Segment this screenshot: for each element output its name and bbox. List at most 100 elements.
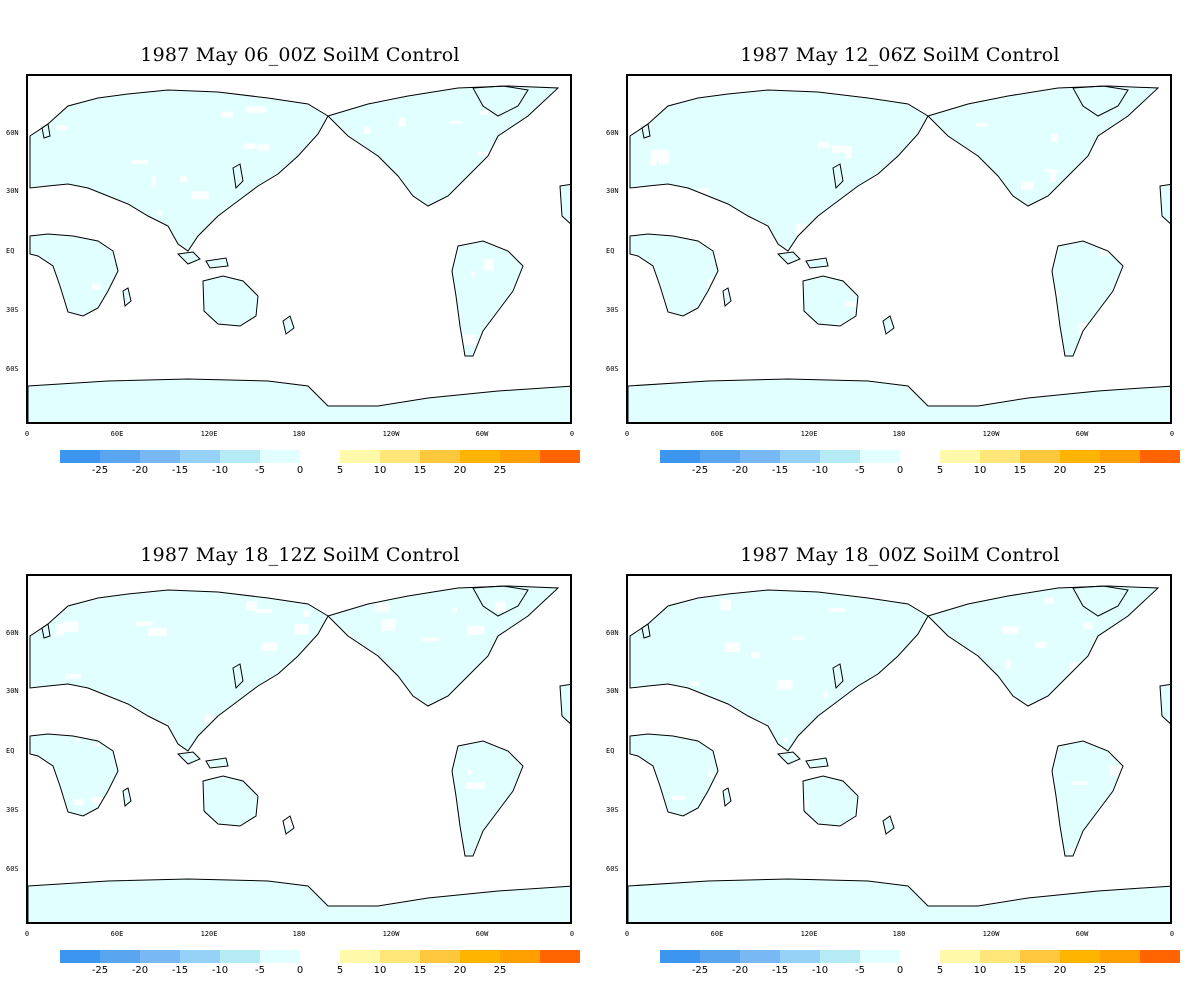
colorbar-swatch [140,950,180,963]
colorbar-label: 25 [1093,465,1107,476]
colorbar-swatch [540,450,580,463]
colorbar-label: 20 [453,965,467,976]
longitude-label: 120E [200,430,218,438]
longitude-label: 120E [800,430,818,438]
colorbar-swatch [460,950,500,963]
colorbar-label: 15 [413,465,427,476]
colorbar-swatch [860,950,900,963]
colorbar-swatch [100,450,140,463]
longitude-label: 120W [982,430,1000,438]
coastline-layer [28,85,570,422]
colorbar-swatch [260,950,300,963]
colorbar-label: -10 [811,965,829,976]
world-map-svg [28,85,570,422]
colorbar-label: 0 [296,465,304,476]
longitude-label: 0 [24,930,30,938]
longitude-label: 0 [624,430,630,438]
colorbar-swatch [140,450,180,463]
colorbar-swatch [380,450,420,463]
colorbar-swatch [1060,450,1100,463]
colorbar-label: 5 [336,465,344,476]
colorbar-label: -20 [731,965,749,976]
world-map-svg [628,85,1170,422]
latitude-label: 30N [6,687,19,695]
colorbar-swatch [1060,950,1100,963]
colorbar-swatch [860,450,900,463]
colorbar-swatch [60,450,100,463]
latitude-label: 30S [6,806,19,814]
colorbar-label: -5 [255,965,265,976]
longitude-label: 0 [569,930,575,938]
colorbar-label: 10 [973,465,987,476]
longitude-label: 0 [624,930,630,938]
colorbar-positive [340,950,580,963]
colorbar-swatch [780,450,820,463]
latitude-label: 60S [6,865,19,873]
colorbar-negative [660,450,900,463]
latitude-label: EQ [606,247,615,255]
colorbar-swatch [940,950,980,963]
latitude-label: EQ [6,747,15,755]
colorbar-swatch [420,950,460,963]
world-map-svg [28,585,570,922]
colorbar-swatch [380,950,420,963]
colorbar-negative [60,450,300,463]
colorbar-swatch [220,450,260,463]
panel-title: 1987 May 18_12Z SoilM Control [140,544,460,566]
colorbar-label: -10 [211,965,229,976]
colorbar-label: 0 [296,965,304,976]
colorbar-positive [940,950,1180,963]
land-fill-layer [628,86,1170,422]
latitude-label: 60N [606,629,619,637]
map-frame [626,74,1172,424]
colorbar-label: 25 [493,965,507,976]
colorbar-swatch [820,950,860,963]
colorbar-swatch [1020,950,1060,963]
longitude-label: 60E [710,930,724,938]
longitude-label: 0 [1169,930,1175,938]
colorbar-label: 10 [973,965,987,976]
colorbar-negative [660,950,900,963]
colorbar-label: 25 [493,465,507,476]
colorbar-swatch [820,450,860,463]
colorbar-label: -10 [211,465,229,476]
colorbar-label: 10 [373,965,387,976]
latitude-label: 30N [6,187,19,195]
colorbar-label: -20 [131,465,149,476]
colorbar-label: -25 [91,965,109,976]
land-fill-layer [28,86,570,422]
colorbar-label: 15 [1013,965,1027,976]
colorbar-label: -5 [855,965,865,976]
longitude-label: 180 [892,430,906,438]
colorbar-label: 15 [1013,465,1027,476]
latitude-label: 30N [606,187,619,195]
colorbar-label: 15 [413,965,427,976]
colorbar-swatch [1100,950,1140,963]
longitude-label: 180 [292,930,306,938]
longitude-label: 60W [475,930,489,938]
colorbar-swatch [1020,450,1060,463]
colorbar-swatch [540,950,580,963]
colorbar-swatch [700,450,740,463]
panel-title: 1987 May 18_00Z SoilM Control [740,544,1060,566]
colorbar-swatch [780,950,820,963]
colorbar-swatch [340,950,380,963]
colorbar-swatch [180,950,220,963]
colorbar-swatch [220,950,260,963]
colorbar-label: -25 [691,965,709,976]
colorbar-label: -25 [91,465,109,476]
colorbar-swatch [1140,950,1180,963]
longitude-label: 120W [382,930,400,938]
latitude-label: EQ [606,747,615,755]
latitude-label: EQ [6,247,15,255]
colorbar-swatch [660,450,700,463]
map-frame [26,574,572,924]
map-panel: 1987 May 06_00Z SoilM Control 60N 30N EQ 30S… [0,0,600,500]
colorbar-swatch [940,450,980,463]
longitude-label: 120W [982,930,1000,938]
colorbar-swatch [500,450,540,463]
colorbar-swatch [660,950,700,963]
longitude-label: 60W [1075,430,1089,438]
land-fill-layer [628,586,1170,922]
latitude-label: 60N [6,129,19,137]
